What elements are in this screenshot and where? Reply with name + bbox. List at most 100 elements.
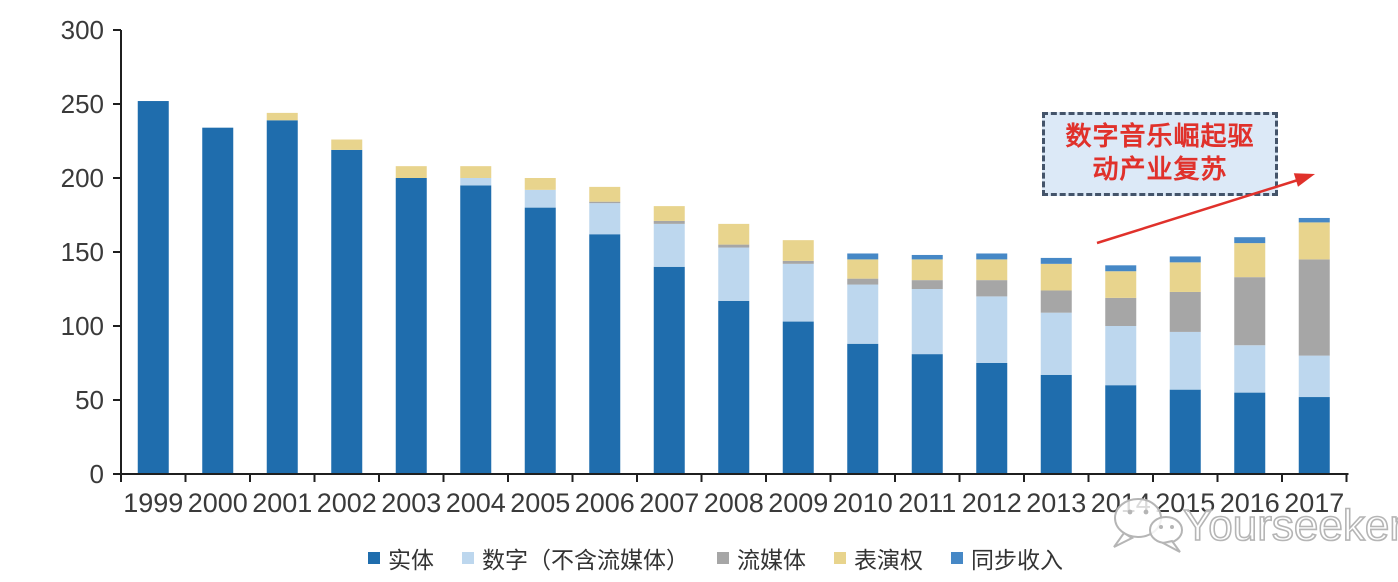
bar-segment: [1234, 243, 1266, 278]
bar-segment: [911, 259, 943, 281]
bar-segment: [718, 223, 750, 245]
bar-segment: [266, 112, 298, 121]
bar-segment: [653, 223, 685, 267]
bar-segment: [460, 166, 492, 178]
bar-segment: [976, 259, 1008, 281]
legend-item: 实体: [368, 541, 434, 575]
x-axis-label: 2006: [575, 488, 635, 518]
bar-segment: [524, 178, 556, 190]
bar-segment: [1298, 217, 1330, 223]
bar-segment: [1169, 291, 1201, 332]
bar-segment: [395, 166, 427, 178]
x-axis-label: 2014: [1091, 488, 1151, 518]
bar-segment: [1234, 277, 1266, 346]
bar-segment: [1040, 374, 1072, 474]
legend-label: 流媒体: [737, 548, 806, 574]
bar-segment: [911, 289, 943, 355]
bar-segment: [1040, 263, 1072, 291]
y-axis-label: 0: [90, 459, 104, 489]
bar-segment: [911, 280, 943, 289]
bar-segment: [331, 139, 363, 150]
x-axis-label: 2015: [1155, 488, 1215, 518]
bar-segment: [782, 321, 814, 474]
bar-segment: [202, 127, 234, 475]
bar-segment: [524, 207, 556, 474]
bar-segment: [911, 254, 943, 260]
bar-segment: [1105, 297, 1137, 326]
legend-label: 表演权: [854, 548, 923, 574]
bar-segment: [589, 203, 621, 235]
bar-segment: [1298, 397, 1330, 474]
bar-segment: [1105, 326, 1137, 386]
bar-segment: [524, 189, 556, 208]
bar-segment: [782, 240, 814, 261]
bar-segment: [782, 260, 814, 264]
bar-segment: [653, 206, 685, 221]
annotation-line-1: 数字音乐崛起驱: [1065, 122, 1255, 152]
bar-segment: [847, 278, 879, 285]
bar-segment: [1234, 392, 1266, 474]
annotation-line-2: 动产业复苏: [1092, 155, 1228, 185]
bar-segment: [847, 253, 879, 260]
legend-swatch: [462, 552, 474, 564]
legend-swatch: [951, 552, 963, 564]
bar-segment: [976, 296, 1008, 363]
bar-segment: [266, 120, 298, 474]
bar-segment: [653, 220, 685, 224]
x-axis-label: 2017: [1284, 488, 1344, 518]
bar-segment: [847, 343, 879, 474]
legend-item: 数字（不含流媒体）: [462, 541, 689, 575]
bar-segment: [976, 363, 1008, 474]
bar-segment: [718, 300, 750, 474]
bar-segment: [331, 149, 363, 474]
legend-label: 实体: [388, 548, 434, 574]
bar-segment: [1169, 256, 1201, 263]
bar-segment: [460, 185, 492, 474]
bar-segment: [1298, 259, 1330, 356]
x-axis-label: 2011: [898, 488, 956, 518]
x-axis-label: 2012: [962, 488, 1022, 518]
x-axis-label: 2001: [252, 488, 312, 518]
legend-item: 表演权: [834, 541, 923, 575]
x-axis-label: 2003: [381, 488, 441, 518]
legend-swatch: [368, 552, 380, 564]
bar-segment: [1169, 331, 1201, 390]
x-axis-label: 2005: [510, 488, 570, 518]
x-axis-label: 2002: [317, 488, 377, 518]
x-axis-label: 2010: [833, 488, 893, 518]
bar-segment: [1234, 345, 1266, 393]
bar-segment: [653, 266, 685, 474]
bar-segment: [718, 244, 750, 248]
annotation-callout: 数字音乐崛起驱 动产业复苏: [1042, 112, 1278, 196]
y-axis-label: 100: [61, 311, 104, 341]
bar-segment: [847, 284, 879, 344]
bar-segment: [976, 280, 1008, 297]
bar-segment: [782, 263, 814, 322]
bar-segment: [1105, 271, 1137, 298]
bar-segment: [1040, 290, 1072, 313]
x-axis-label: 1999: [123, 488, 183, 518]
x-axis-label: 2008: [704, 488, 764, 518]
bar-segment: [1040, 312, 1072, 375]
y-axis-label: 50: [75, 385, 104, 415]
legend-item: 同步收入: [951, 541, 1063, 575]
y-axis-label: 250: [61, 89, 104, 119]
bar-segment: [847, 259, 879, 279]
bar-segment: [1298, 355, 1330, 398]
bar-segment: [589, 201, 621, 204]
bar-segment: [1105, 385, 1137, 474]
x-axis-label: 2000: [188, 488, 248, 518]
bar-segment: [1234, 237, 1266, 244]
y-axis-label: 200: [61, 163, 104, 193]
legend-label: 同步收入: [971, 548, 1063, 574]
bar-segment: [1105, 265, 1137, 272]
bar-segment: [1040, 257, 1072, 264]
bar-segment: [137, 101, 169, 474]
x-axis-label: 2009: [768, 488, 828, 518]
bar-segment: [395, 178, 427, 474]
bar-segment: [911, 354, 943, 474]
bar-segment: [1298, 222, 1330, 260]
bar-segment: [976, 253, 1008, 260]
